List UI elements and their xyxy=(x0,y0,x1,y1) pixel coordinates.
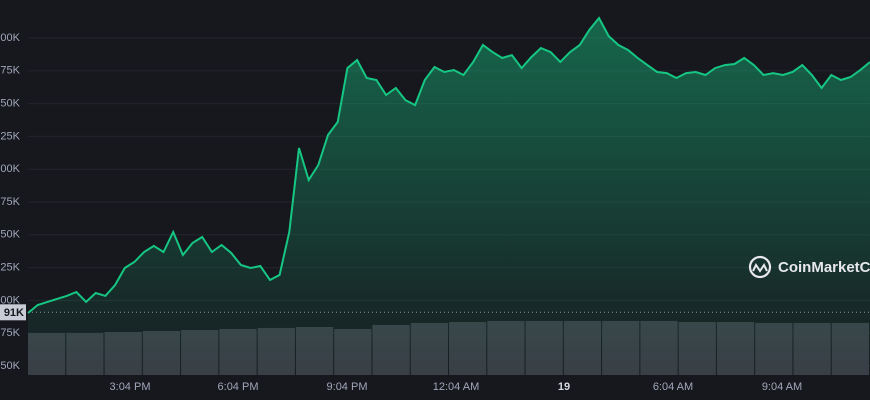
x-tick-label: 3:04 PM xyxy=(110,381,151,393)
y-tick-label: 00K xyxy=(0,32,20,44)
y-tick-label: 50K xyxy=(0,360,20,372)
watermark-text: CoinMarketC xyxy=(778,259,870,276)
y-tick-label: 75K xyxy=(0,196,20,208)
y-tick-label: 00K xyxy=(0,163,20,175)
x-tick-label: 9:04 PM xyxy=(327,381,368,393)
reference-label: 91K xyxy=(4,307,24,319)
x-tick-label: 6:04 AM xyxy=(653,381,693,393)
area xyxy=(28,18,870,375)
y-tick-label: 50K xyxy=(0,98,20,110)
y-tick-label: 75K xyxy=(0,327,20,339)
y-tick-label: 00K xyxy=(0,294,20,306)
x-tick-label: 6:04 PM xyxy=(218,381,259,393)
y-tick-label: 50K xyxy=(0,229,20,241)
x-tick-label: 19 xyxy=(558,381,570,393)
y-tick-label: 25K xyxy=(0,130,20,142)
x-tick-label: 12:04 AM xyxy=(433,381,479,393)
price-line xyxy=(27,16,870,314)
y-tick-label: 25K xyxy=(0,261,20,273)
reference-label-bg xyxy=(0,304,26,321)
watermark: CoinMarketC xyxy=(748,255,870,279)
x-tick-label: 9:04 AM xyxy=(762,381,802,393)
y-tick-label: 75K xyxy=(0,65,20,77)
